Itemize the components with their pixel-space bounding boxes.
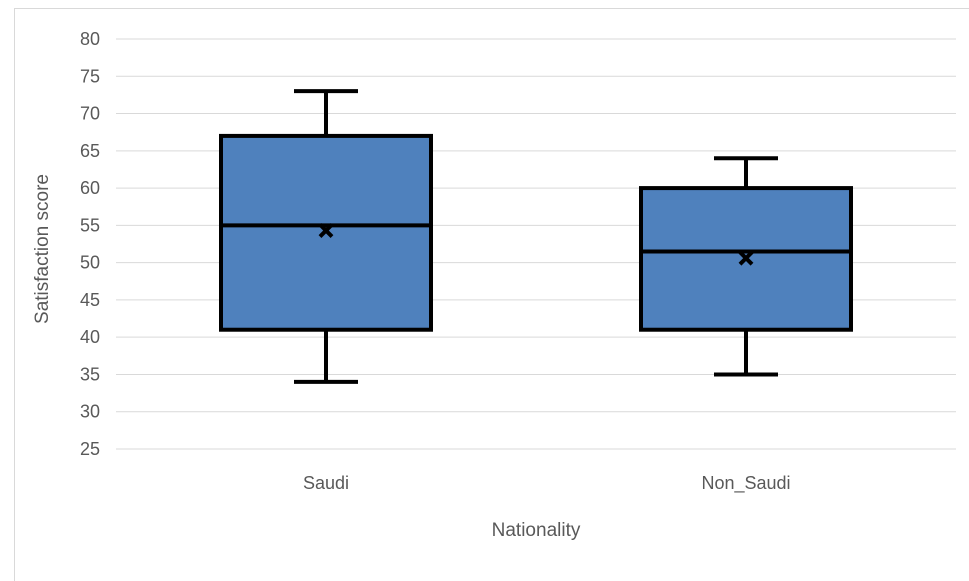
box-saudi	[219, 89, 433, 384]
y-tick-label: 60	[80, 178, 100, 198]
y-tick-label: 35	[80, 364, 100, 384]
x-axis-ticks: Saudi Non_Saudi	[303, 473, 791, 494]
y-tick-label: 65	[80, 141, 100, 161]
y-tick-label: 25	[80, 439, 100, 459]
y-tick-label: 30	[80, 402, 100, 422]
box-non-saudi	[639, 156, 853, 377]
x-tick-label: Saudi	[303, 473, 349, 493]
x-axis-title: Nationality	[492, 520, 581, 541]
y-axis-title: Satisfaction score	[32, 174, 53, 324]
box-series	[219, 89, 853, 384]
chart-frame	[14, 8, 969, 581]
mean-marker	[738, 250, 754, 266]
y-tick-label: 70	[80, 104, 100, 124]
y-axis-ticks: 25 30 35 40 45 50 55 60 65 70 75 80	[80, 29, 100, 459]
mean-marker	[318, 223, 334, 238]
y-tick-label: 45	[80, 290, 100, 310]
y-tick-label: 75	[80, 66, 100, 86]
y-tick-label: 55	[80, 215, 100, 235]
y-tick-label: 80	[80, 29, 100, 49]
x-tick-label: Non_Saudi	[701, 473, 790, 494]
y-tick-label: 40	[80, 327, 100, 347]
y-tick-label: 50	[80, 253, 100, 273]
